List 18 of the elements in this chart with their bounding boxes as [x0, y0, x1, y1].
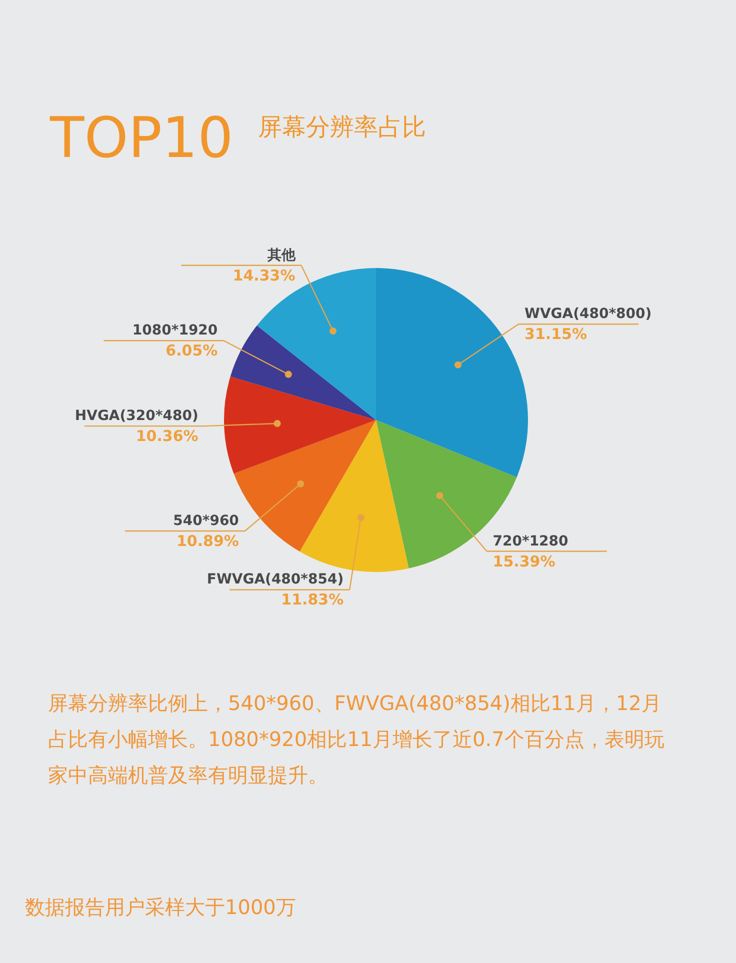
slice-label: 540*960: [173, 513, 240, 530]
slice-label: HVGA(320*480): [74, 408, 198, 424]
text: 数据报告用户采样大于1000万: [25, 895, 296, 919]
data-label: 31.15%: [524, 325, 587, 344]
data-label: 14.33%: [232, 266, 296, 284]
data-label: 6.05%: [166, 342, 218, 360]
chart-subtitle: 屏幕分辨率占比: [258, 113, 426, 141]
slice-label: 720*1280: [492, 533, 569, 550]
data-label: 15.39%: [492, 552, 556, 570]
data-label: 10.36%: [136, 427, 198, 446]
chart-title: TOP10: [49, 106, 234, 171]
data-label: 10.89%: [176, 532, 239, 550]
slice-label: 其他: [266, 247, 296, 264]
data-label: 11.83%: [281, 590, 344, 609]
slice-label: FWVGA(480*854): [206, 572, 344, 588]
slice-label: 1080*1920: [132, 322, 218, 339]
text: 屏幕分辨率比例上，540*960、FWVGA(480*854)相比11月，12月占比有小幅增长。1080*920相比11月增长了近0.7个百分点，表明玩家中高端机普及率有明显提升。: [48, 691, 664, 787]
slice-label: WVGA(480*800): [524, 306, 652, 322]
